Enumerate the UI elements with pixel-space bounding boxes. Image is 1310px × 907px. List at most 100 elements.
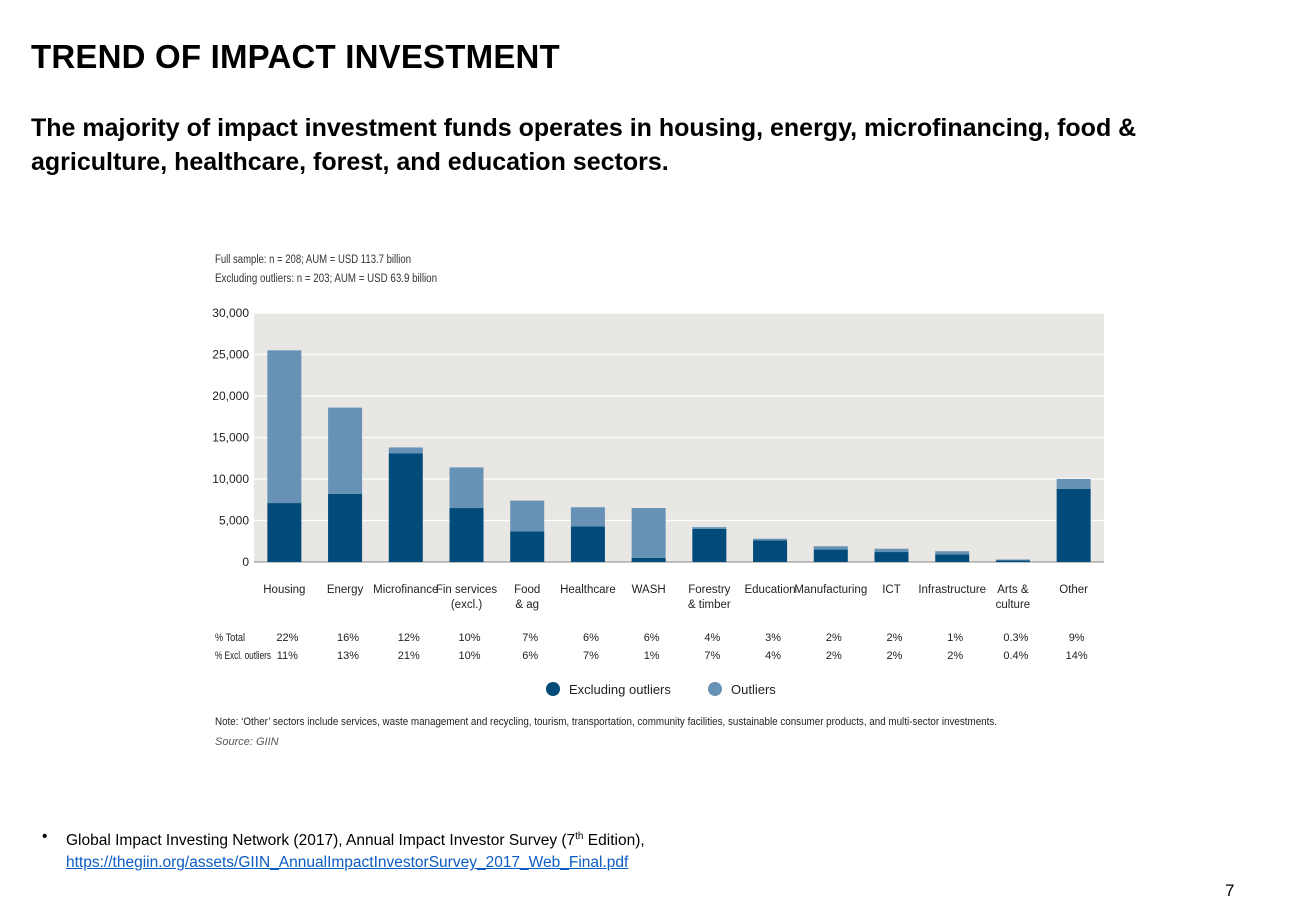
chart-note: Note: ‘Other’ sectors include services, … — [215, 716, 997, 728]
bar-segment-outliers — [874, 548, 909, 553]
bar-segment-outliers — [692, 527, 727, 529]
bar-segment-excluding-outliers — [935, 554, 970, 562]
reference-superscript: th — [575, 831, 584, 842]
bar-segment-outliers — [510, 500, 545, 532]
x-category-label: Manufacturing — [794, 584, 867, 596]
pct-value: 4% — [765, 650, 781, 662]
pct-value: 14% — [1066, 650, 1088, 662]
y-tick-label: 10,000 — [212, 472, 249, 486]
x-category-label: Housing — [263, 584, 305, 596]
reference-link[interactable]: https://thegiin.org/assets/GIIN_AnnualIm… — [66, 854, 629, 872]
pct-value: 7% — [704, 650, 720, 662]
legend-label: Outliers — [731, 682, 776, 697]
pct-value: 21% — [398, 650, 420, 662]
pct-value: 6% — [644, 632, 660, 644]
y-tick-label: 30,000 — [212, 306, 249, 320]
slide-subtitle: The majority of impact investment funds … — [31, 114, 1137, 176]
pct-value: 7% — [522, 632, 538, 644]
bar-segment-outliers — [267, 350, 302, 504]
pct-row-label: % Excl. outliers — [215, 650, 271, 662]
pct-row-label: % Total — [215, 632, 245, 644]
y-tick-label: 20,000 — [212, 389, 249, 403]
x-category-label: ICT — [882, 584, 901, 596]
x-category-label: culture — [996, 599, 1031, 611]
page-number: 7 — [1225, 881, 1235, 900]
pct-value: 7% — [583, 650, 599, 662]
bar-segment-excluding-outliers — [874, 552, 909, 562]
bar-segment-outliers — [995, 559, 1030, 561]
pct-value: 4% — [704, 632, 720, 644]
legend-marker — [546, 682, 560, 696]
pct-value: 22% — [276, 632, 298, 644]
pct-value: 2% — [887, 632, 903, 644]
x-category-label: Microfinance — [373, 584, 438, 596]
bar-segment-outliers — [388, 447, 423, 454]
pct-value: 10% — [458, 650, 480, 662]
bar-segment-excluding-outliers — [813, 549, 848, 562]
x-category-label: Fin services — [436, 584, 498, 596]
bar-segment-outliers — [1056, 479, 1091, 489]
pct-value: 10% — [458, 632, 480, 644]
pct-value: 1% — [947, 632, 963, 644]
pct-value: 13% — [337, 650, 359, 662]
y-tick-label: 0 — [242, 555, 249, 569]
x-category-label: Food — [514, 584, 540, 596]
pct-value: 0.4% — [1003, 650, 1028, 662]
pct-value: 2% — [826, 650, 842, 662]
legend-marker — [708, 682, 722, 696]
y-tick-label: 25,000 — [212, 348, 249, 362]
bar-segment-outliers — [328, 407, 363, 494]
chart-header-line: Excluding outliers: n = 203; AUM = USD 6… — [215, 273, 437, 285]
bar-segment-excluding-outliers — [388, 453, 423, 562]
pct-value: 12% — [398, 632, 420, 644]
x-category-label: Arts & — [997, 584, 1029, 596]
bar-segment-excluding-outliers — [995, 560, 1030, 562]
x-category-label: & timber — [688, 599, 731, 611]
bar-segment-outliers — [935, 551, 970, 555]
x-category-label: Healthcare — [560, 584, 616, 596]
bar-segment-excluding-outliers — [449, 508, 484, 562]
bar-segment-outliers — [449, 467, 484, 509]
slide-title: TREND OF IMPACT INVESTMENT — [31, 38, 560, 75]
x-category-label: WASH — [632, 584, 666, 596]
pct-value: 9% — [1069, 632, 1085, 644]
bar-segment-excluding-outliers — [692, 528, 727, 562]
bar-segment-excluding-outliers — [753, 540, 788, 562]
bar-segment-outliers — [753, 538, 788, 541]
bullet: • — [42, 828, 48, 845]
chart-source: Source: GIIN — [215, 736, 279, 748]
y-tick-label: 5,000 — [219, 514, 249, 528]
legend-label: Excluding outliers — [569, 682, 671, 697]
pct-value: 2% — [947, 650, 963, 662]
pct-value: 2% — [887, 650, 903, 662]
x-category-label: Education — [744, 584, 795, 596]
pct-value: 0.3% — [1003, 632, 1028, 644]
bar-segment-excluding-outliers — [510, 531, 545, 562]
bar-segment-excluding-outliers — [570, 526, 605, 562]
pct-value: 1% — [644, 650, 660, 662]
bar-segment-outliers — [813, 546, 848, 550]
x-category-label: & ag — [515, 599, 539, 611]
reference-citation-end: Edition), — [583, 832, 645, 850]
x-category-label: Forestry — [688, 584, 730, 596]
pct-value: 3% — [765, 632, 781, 644]
chart-header-line: Full sample: n = 208; AUM = USD 113.7 bi… — [215, 254, 411, 266]
x-category-label: (excl.) — [451, 599, 482, 611]
reference-text: Global Impact Investing Network (2017), … — [66, 826, 645, 874]
bar-segment-excluding-outliers — [328, 493, 363, 562]
bar-segment-excluding-outliers — [267, 503, 302, 562]
y-tick-label: 15,000 — [212, 431, 249, 445]
x-category-label: Energy — [327, 584, 364, 596]
reference-citation: Global Impact Investing Network (2017), … — [66, 832, 576, 850]
pct-value: 6% — [522, 650, 538, 662]
x-category-label: Other — [1059, 584, 1088, 596]
pct-value: 2% — [826, 632, 842, 644]
pct-value: 11% — [277, 650, 298, 662]
x-category-label: Infrastructure — [918, 584, 986, 596]
bar-segment-outliers — [570, 507, 605, 527]
bar-segment-excluding-outliers — [1056, 488, 1091, 562]
pct-value: 6% — [583, 632, 599, 644]
bar-segment-excluding-outliers — [631, 557, 666, 562]
